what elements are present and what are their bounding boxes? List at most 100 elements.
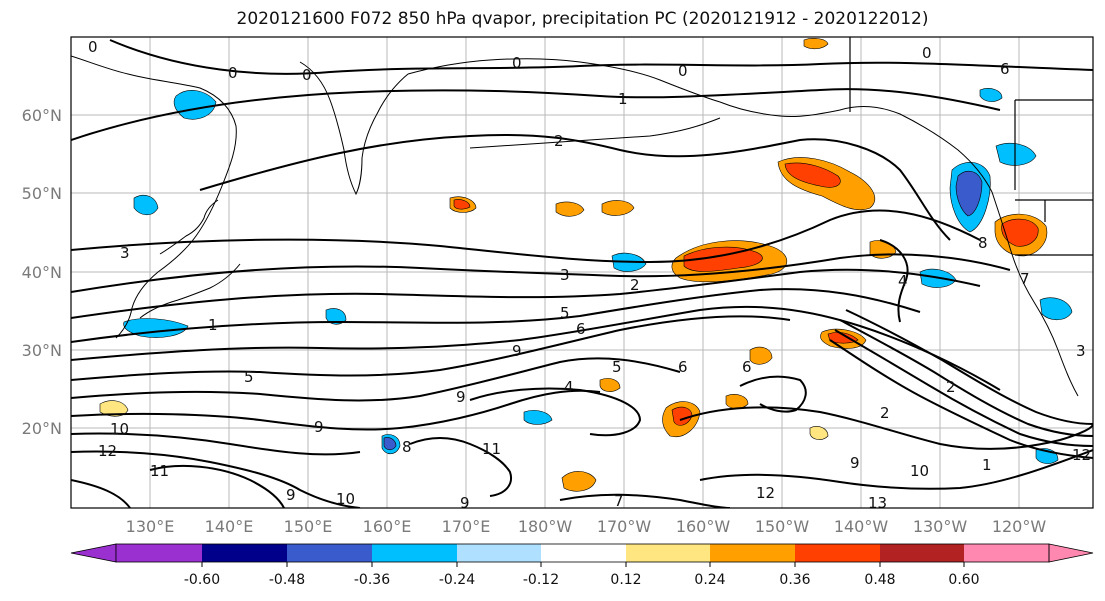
colorbar-tick-label: 0.48 bbox=[864, 572, 895, 588]
colorbar-segment bbox=[626, 544, 710, 562]
contour-label: 9 bbox=[314, 418, 324, 436]
contour-19 bbox=[845, 309, 1093, 425]
map-panel: 0 0 0 0 0 0 1 2 3 5 6 9 5 4 5 6 4 2 9 10 bbox=[70, 36, 1094, 512]
aleutian-chain bbox=[469, 117, 721, 149]
contour-11 bbox=[71, 450, 361, 508]
colorbar-segment bbox=[287, 544, 372, 562]
contour-label: 5 bbox=[612, 358, 622, 376]
contour-label: 11 bbox=[482, 440, 501, 458]
pc-positive-13 bbox=[809, 426, 829, 440]
contour-label: 12 bbox=[1072, 446, 1091, 464]
map-frame bbox=[70, 36, 1094, 509]
border-lines bbox=[849, 37, 1093, 256]
contour-8 bbox=[71, 357, 681, 402]
pc-strong-central-pacific bbox=[683, 246, 763, 272]
contour-label: 13 bbox=[868, 494, 887, 512]
contour-label: 0 bbox=[88, 38, 98, 56]
lon-label: 140°E bbox=[205, 517, 254, 536]
pc-negative-i bbox=[979, 88, 1003, 102]
colorbar-tick-label: -0.12 bbox=[523, 572, 559, 588]
contour-label: 9 bbox=[850, 454, 860, 472]
pc-strong-negative-tropic bbox=[383, 437, 397, 451]
colorbar-segment bbox=[541, 544, 626, 562]
contour-3 bbox=[71, 253, 1011, 293]
contour-9 bbox=[71, 389, 601, 431]
lon-label: 150°W bbox=[755, 517, 810, 536]
contour-label: 7 bbox=[614, 492, 624, 510]
lat-label: 30°N bbox=[22, 341, 62, 360]
contour-10 bbox=[71, 432, 361, 456]
contour-label: 3 bbox=[120, 244, 130, 262]
latitude-labels: 60°N 50°N 40°N 30°N 20°N bbox=[22, 106, 62, 438]
lat-label: 40°N bbox=[22, 263, 62, 282]
contour-label: 1 bbox=[982, 456, 992, 474]
contour-5 bbox=[71, 288, 921, 343]
contour-23 bbox=[71, 479, 131, 508]
lon-label: 160°E bbox=[363, 517, 412, 536]
contour-label: 9 bbox=[460, 494, 470, 512]
colorbar-frame bbox=[115, 543, 1050, 563]
contour-label: 4 bbox=[898, 272, 908, 290]
contour-label: 6 bbox=[1000, 60, 1010, 78]
contour-22 bbox=[559, 493, 731, 508]
colorbar-tick-label: 0.60 bbox=[948, 572, 979, 588]
contour-16 bbox=[829, 339, 1093, 459]
contour-21 bbox=[149, 464, 285, 508]
contour-18 bbox=[839, 319, 1093, 437]
contour-label: 1 bbox=[208, 316, 218, 334]
contour-label: 10 bbox=[110, 420, 129, 438]
colorbar-tick-label: -0.60 bbox=[184, 572, 220, 588]
pc-positive-7 bbox=[725, 394, 749, 409]
pc-strong-3 bbox=[453, 199, 471, 210]
lon-label: 120°W bbox=[992, 517, 1047, 536]
lon-label: 180°W bbox=[518, 517, 573, 536]
contour-label: 5 bbox=[560, 304, 570, 322]
contour-15 bbox=[699, 449, 1093, 490]
colorbar-ticks bbox=[201, 562, 965, 567]
pc-positive-12 bbox=[749, 346, 773, 365]
contour-3-north bbox=[71, 209, 981, 264]
contour-label: 3 bbox=[1076, 342, 1086, 360]
contour-label: 10 bbox=[910, 462, 929, 480]
pc-positive-5 bbox=[601, 200, 635, 216]
contour-label: 8 bbox=[402, 438, 412, 456]
colorbar-tick-label: -0.48 bbox=[269, 572, 305, 588]
colorbar-tick-label: 0.36 bbox=[779, 572, 810, 588]
pc-positive-9 bbox=[803, 38, 829, 50]
colorbar-segment bbox=[795, 544, 880, 562]
contour-20 bbox=[739, 375, 807, 413]
contour-label: 0 bbox=[922, 44, 932, 62]
lon-label: 170°E bbox=[442, 517, 491, 536]
contour-label: 8 bbox=[978, 234, 988, 252]
lon-label: 150°E bbox=[284, 517, 333, 536]
contour-label: 7 bbox=[1020, 270, 1030, 288]
na-west-coastline bbox=[991, 191, 1079, 397]
lat-label: 20°N bbox=[22, 419, 62, 438]
contour-label: 6 bbox=[678, 358, 688, 376]
contour-label: 2 bbox=[880, 404, 890, 422]
contour-label: 6 bbox=[576, 320, 586, 338]
colorbar-tick-label: 0.24 bbox=[694, 572, 725, 588]
contour-label: 0 bbox=[228, 64, 238, 82]
contour-label: 10 bbox=[336, 490, 355, 508]
colorbar-segment bbox=[710, 544, 795, 562]
contour-label: 1 bbox=[618, 90, 628, 108]
lon-label: 170°W bbox=[597, 517, 652, 536]
pc-positive-4 bbox=[555, 201, 585, 217]
colorbar-tick-label: 0.12 bbox=[610, 572, 641, 588]
lon-label: 130°E bbox=[126, 517, 175, 536]
colorbar-tick-label: -0.24 bbox=[439, 572, 475, 588]
contour-7 bbox=[71, 315, 791, 381]
contour-label: 4 bbox=[564, 378, 574, 396]
lon-label: 160°W bbox=[676, 517, 731, 536]
alaska-coastline bbox=[719, 101, 993, 193]
contour-4 bbox=[71, 268, 981, 319]
longitude-labels: 130°E 140°E 150°E 160°E 170°E 180°W 170°… bbox=[126, 517, 1047, 536]
contour-label: 0 bbox=[302, 66, 312, 84]
colorbar-segment bbox=[202, 544, 287, 562]
contour-24 bbox=[879, 239, 909, 323]
colorbar-max-extension bbox=[1048, 543, 1094, 563]
contour-label: 2 bbox=[630, 276, 640, 294]
qvapor-contours bbox=[71, 39, 1093, 508]
